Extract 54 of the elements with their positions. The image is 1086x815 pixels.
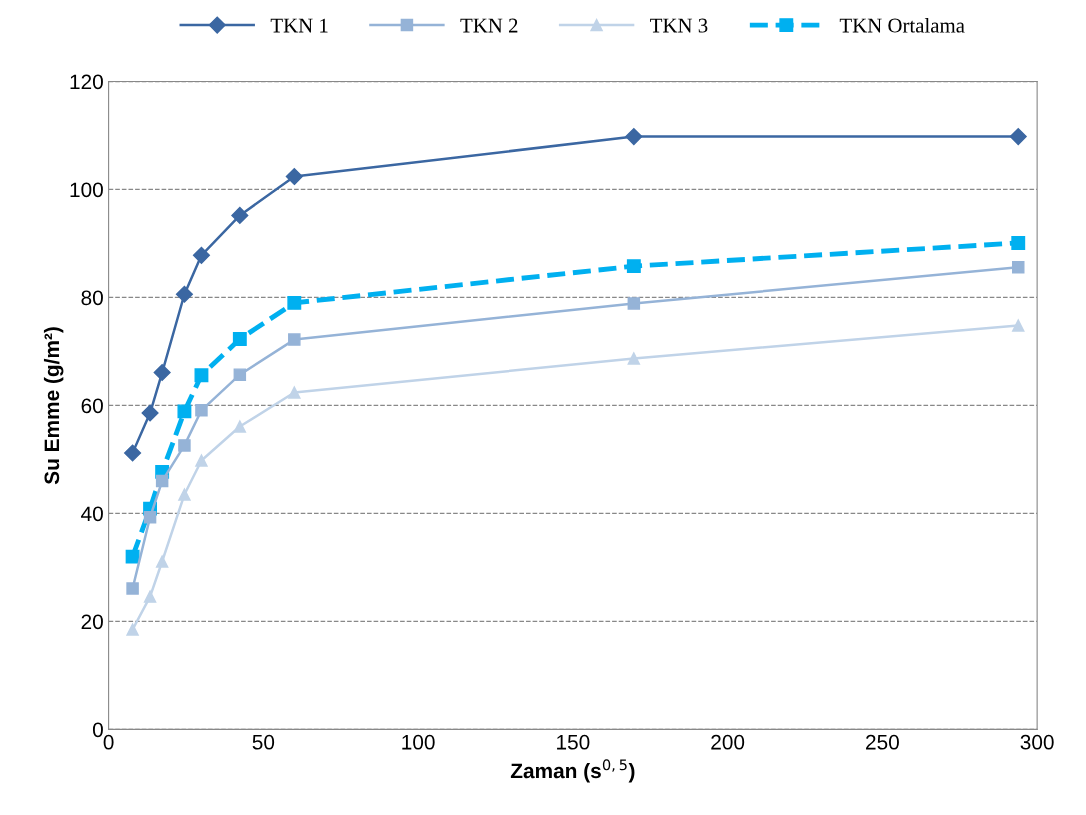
- point: [625, 128, 643, 146]
- x-tick-label: 150: [557, 734, 590, 750]
- point: [192, 246, 211, 264]
- y-tick-label: 40: [81, 506, 103, 522]
- point: [143, 510, 157, 524]
- point: [178, 439, 191, 452]
- point: [195, 454, 208, 467]
- legend-label: TKN 2: [460, 18, 518, 33]
- point: [153, 363, 171, 382]
- y-tick-label: 100: [70, 182, 103, 198]
- y-tick-label: 0: [92, 722, 103, 738]
- point: [143, 590, 157, 603]
- point: [626, 259, 641, 274]
- point: [288, 333, 301, 346]
- x-tick-label: 100: [402, 734, 435, 750]
- point: [231, 206, 249, 224]
- x-tick-label: 250: [866, 734, 899, 750]
- x-tick-label: 200: [711, 734, 745, 750]
- point: [285, 167, 303, 186]
- point: [155, 555, 169, 568]
- point: [125, 549, 140, 564]
- point: [1011, 235, 1026, 250]
- point: [124, 444, 142, 462]
- point: [1011, 319, 1025, 332]
- point: [1009, 128, 1027, 146]
- legend-label: TKN Ortalama: [839, 17, 965, 33]
- point: [232, 332, 247, 346]
- y-tick-label: 60: [81, 398, 103, 414]
- x-tick-label: 300: [1020, 734, 1054, 750]
- x-tick-label: 0: [103, 734, 114, 750]
- point: [1011, 260, 1025, 274]
- point: [175, 285, 193, 303]
- point: [126, 582, 139, 595]
- y-tick-label: 80: [81, 290, 103, 306]
- x-tick-label: 50: [252, 734, 275, 750]
- point: [287, 295, 302, 310]
- point: [627, 297, 641, 310]
- point: [627, 352, 641, 365]
- legend-label: TKN 3: [650, 18, 708, 33]
- point: [155, 474, 169, 488]
- point: [178, 488, 191, 501]
- point: [288, 386, 301, 399]
- point: [194, 368, 209, 383]
- y-tick-label: 120: [70, 74, 103, 90]
- x-axis-title: Zaman (s$^{0,5}$): [510, 759, 635, 783]
- y-tick-label: 20: [81, 614, 103, 630]
- y-axis-title: Su Emme (g/m²): [43, 327, 64, 485]
- point: [233, 368, 247, 381]
- point: [126, 623, 139, 636]
- point: [177, 404, 192, 419]
- point: [233, 420, 247, 433]
- legend-label: TKN 1: [270, 18, 328, 33]
- point: [141, 404, 159, 422]
- point: [195, 404, 208, 417]
